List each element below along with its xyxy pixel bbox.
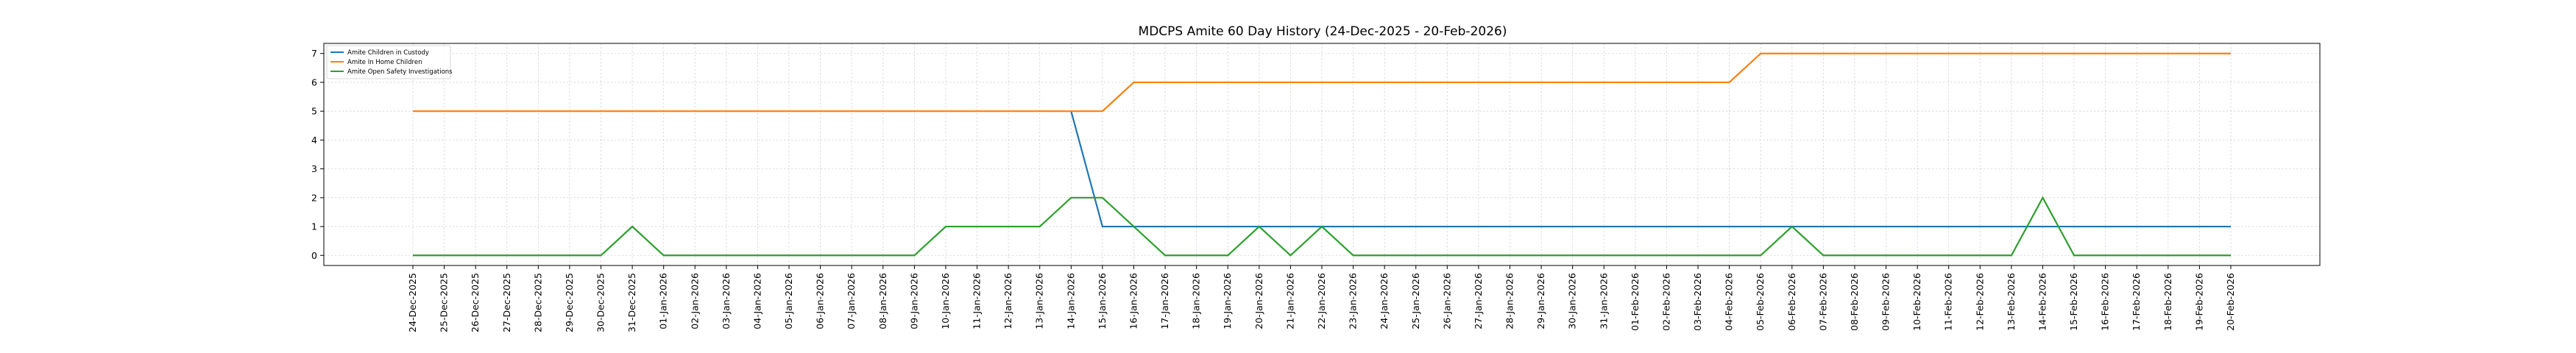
x-tick-label: 15-Feb-2026: [2068, 273, 2079, 331]
x-tick-label: 15-Jan-2026: [1097, 273, 1108, 329]
x-tick-label: 06-Jan-2026: [815, 273, 826, 329]
x-tick-label: 25-Jan-2026: [1410, 273, 1421, 329]
x-tick-label: 30-Dec-2025: [595, 273, 606, 332]
y-tick-label: 6: [311, 76, 317, 88]
y-tick-label: 5: [311, 106, 317, 117]
x-tick-label: 10-Feb-2026: [1911, 273, 1922, 331]
x-tick-label: 22-Jan-2026: [1316, 273, 1327, 329]
x-tick-label: 24-Jan-2026: [1379, 273, 1390, 329]
x-tick-label: 19-Jan-2026: [1222, 273, 1233, 329]
x-tick-label: 31-Dec-2025: [626, 273, 637, 332]
x-tick-label: 30-Jan-2026: [1567, 273, 1578, 329]
legend-label: Amite Children in Custody: [347, 49, 429, 57]
y-tick-label: 1: [311, 221, 317, 232]
x-tick-label: 12-Feb-2026: [1974, 273, 1985, 331]
x-tick-label: 08-Feb-2026: [1849, 273, 1860, 331]
legend-label: Amite In Home Children: [347, 59, 422, 66]
x-tick-label: 04-Feb-2026: [1724, 273, 1735, 331]
x-tick-label: 05-Feb-2026: [1755, 273, 1766, 331]
y-axis-ticks: 0 1 2 3 4 5 6 7: [311, 48, 324, 261]
x-tick-label: 23-Jan-2026: [1348, 273, 1359, 329]
grid: [324, 43, 2320, 265]
legend-box: [326, 45, 451, 79]
x-tick-label: 20-Jan-2026: [1253, 273, 1264, 329]
y-tick-label: 2: [311, 192, 317, 203]
y-tick-label: 3: [311, 163, 317, 174]
x-tick-label: 28-Dec-2025: [532, 273, 543, 332]
series-lines: [413, 52, 2231, 257]
y-tick-label: 4: [311, 135, 317, 146]
x-tick-label: 26-Jan-2026: [1441, 273, 1452, 329]
x-tick-label: 21-Jan-2026: [1284, 273, 1295, 329]
x-tick-label: 16-Feb-2026: [2100, 273, 2111, 331]
x-tick-label: 26-Dec-2025: [470, 273, 481, 332]
x-tick-label: 29-Jan-2026: [1535, 273, 1546, 329]
x-tick-label: 01-Jan-2026: [658, 273, 669, 329]
x-tick-label: 03-Jan-2026: [721, 273, 732, 329]
x-tick-label: 18-Feb-2026: [2162, 273, 2173, 331]
x-tick-label: 06-Feb-2026: [1786, 273, 1797, 331]
x-tick-label: 27-Dec-2025: [501, 273, 512, 332]
x-tick-label: 03-Feb-2026: [1692, 273, 1703, 331]
x-tick-label: 20-Feb-2026: [2225, 273, 2236, 331]
x-tick-label: 02-Jan-2026: [689, 273, 700, 329]
series-line-1: [1070, 110, 2231, 228]
x-tick-label: 08-Jan-2026: [877, 273, 888, 329]
x-axis-ticks: 24-Dec-2025 25-Dec-2025 26-Dec-2025 27-Dec-…: [407, 265, 2236, 332]
x-tick-label: 28-Jan-2026: [1504, 273, 1515, 329]
x-tick-label: 09-Feb-2026: [1880, 273, 1892, 331]
x-tick-label: 17-Jan-2026: [1159, 273, 1170, 329]
x-tick-label: 11-Jan-2026: [972, 273, 983, 329]
x-tick-label: 25-Dec-2025: [439, 273, 450, 332]
x-tick-label: 11-Feb-2026: [1943, 273, 1954, 331]
x-tick-label: 10-Jan-2026: [940, 273, 951, 329]
x-tick-label: 12-Jan-2026: [1002, 273, 1013, 329]
x-tick-label: 01-Feb-2026: [1630, 273, 1641, 331]
x-tick-label: 17-Feb-2026: [2131, 273, 2142, 331]
x-tick-label: 02-Feb-2026: [1660, 273, 1671, 331]
x-tick-label: 04-Jan-2026: [751, 273, 762, 329]
x-tick-label: 27-Jan-2026: [1473, 273, 1484, 329]
x-tick-label: 16-Jan-2026: [1128, 273, 1139, 329]
x-tick-label: 07-Feb-2026: [1817, 273, 1828, 331]
x-tick-label: 14-Feb-2026: [2037, 273, 2048, 331]
x-tick-label: 19-Feb-2026: [2193, 273, 2204, 331]
series-line-2: [413, 52, 2231, 113]
x-tick-label: 07-Jan-2026: [846, 273, 857, 329]
chart-title: MDCPS Amite 60 Day History (24-Dec-2025 …: [1139, 24, 1507, 39]
x-tick-label: 29-Dec-2025: [564, 273, 575, 332]
x-tick-label: 13-Jan-2026: [1034, 273, 1045, 329]
x-tick-label: 24-Dec-2025: [407, 273, 418, 332]
legend-label: Amite Open Safety Investigations: [347, 68, 453, 76]
x-tick-label: 31-Jan-2026: [1598, 273, 1609, 329]
x-tick-label: 14-Jan-2026: [1065, 273, 1076, 329]
legend: Amite Children in Custody Amite In Home C…: [326, 45, 453, 79]
x-tick-label: 18-Jan-2026: [1191, 273, 1202, 329]
y-tick-label: 7: [311, 48, 317, 59]
x-tick-label: 09-Jan-2026: [908, 273, 919, 329]
series-line-3: [413, 196, 2231, 257]
x-tick-label: 05-Jan-2026: [783, 273, 794, 329]
x-tick-label: 13-Feb-2026: [2006, 273, 2017, 331]
y-tick-label: 0: [311, 250, 317, 261]
